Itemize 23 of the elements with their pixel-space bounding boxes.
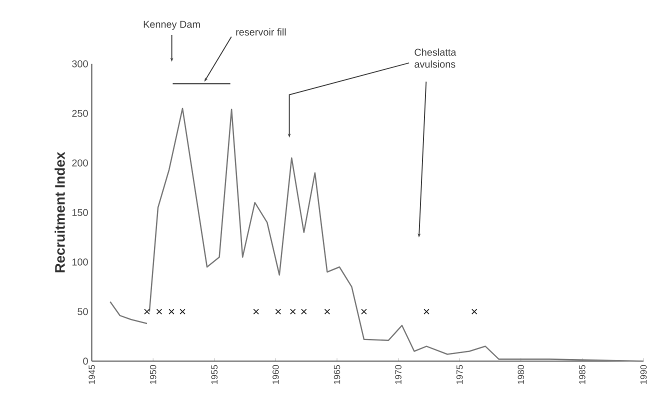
y-tick-label: 200 xyxy=(72,159,88,166)
y-tick-label: 100 xyxy=(72,258,88,266)
text: reservoir fill xyxy=(236,28,286,36)
x-tick-label: 1985 xyxy=(579,365,586,384)
annotation: Cheslatta avulsions xyxy=(414,48,456,68)
y-tick-label: 150 xyxy=(72,208,88,216)
y-tick-label: 250 xyxy=(72,110,88,117)
x-tick-label: 1960 xyxy=(272,365,279,384)
x-tick-label: 1975 xyxy=(456,365,463,384)
text: Kenney Dam xyxy=(144,20,200,30)
line-series xyxy=(110,301,148,324)
y-tick-label: 300 xyxy=(72,60,88,68)
x-tick-label: 1945 xyxy=(88,365,95,384)
y-axis-title: Recruitment Index xyxy=(54,152,65,272)
x-tick-label: 1965 xyxy=(334,365,340,384)
y-tick-label: 0 xyxy=(83,358,88,365)
x-tick-label: 1950 xyxy=(150,365,156,384)
x-tick-label: 1980 xyxy=(518,365,524,384)
y-tick-label: 50 xyxy=(78,308,88,316)
x-tick-label: 1970 xyxy=(395,365,402,384)
x-tick-label: 1990 xyxy=(640,365,647,384)
line-series xyxy=(148,108,644,362)
x-tick-label: 1955 xyxy=(211,365,218,384)
